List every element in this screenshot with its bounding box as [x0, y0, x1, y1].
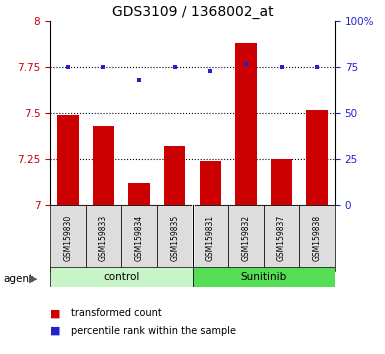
Text: Sunitinib: Sunitinib	[241, 272, 287, 282]
Text: GSM159834: GSM159834	[135, 215, 144, 261]
Text: GSM159837: GSM159837	[277, 215, 286, 261]
FancyBboxPatch shape	[192, 205, 228, 271]
FancyBboxPatch shape	[228, 205, 264, 271]
Text: GSM159830: GSM159830	[64, 215, 72, 261]
Bar	[57, 115, 79, 205]
Bar	[128, 183, 150, 205]
Text: percentile rank within the sample: percentile rank within the sample	[71, 326, 236, 336]
Text: GSM159832: GSM159832	[241, 215, 250, 261]
Bar	[235, 43, 257, 205]
Text: ■: ■	[50, 326, 64, 336]
Title: GDS3109 / 1368002_at: GDS3109 / 1368002_at	[112, 5, 273, 19]
Bar	[164, 147, 186, 205]
Text: ▶: ▶	[28, 274, 37, 284]
FancyBboxPatch shape	[121, 205, 157, 271]
Text: GSM159838: GSM159838	[313, 215, 321, 261]
Bar	[271, 159, 292, 205]
Bar	[199, 161, 221, 205]
Text: control: control	[103, 272, 139, 282]
Text: GSM159833: GSM159833	[99, 215, 108, 261]
FancyBboxPatch shape	[85, 205, 121, 271]
FancyBboxPatch shape	[192, 267, 335, 287]
Text: GSM159835: GSM159835	[170, 215, 179, 261]
FancyBboxPatch shape	[157, 205, 192, 271]
FancyBboxPatch shape	[50, 205, 85, 271]
Text: GSM159831: GSM159831	[206, 215, 215, 261]
Bar	[306, 110, 328, 205]
Text: transformed count: transformed count	[71, 308, 162, 318]
FancyBboxPatch shape	[264, 205, 300, 271]
FancyBboxPatch shape	[50, 267, 192, 287]
FancyBboxPatch shape	[300, 205, 335, 271]
Text: agent: agent	[4, 274, 34, 284]
Bar	[93, 126, 114, 205]
Text: ■: ■	[50, 308, 64, 318]
